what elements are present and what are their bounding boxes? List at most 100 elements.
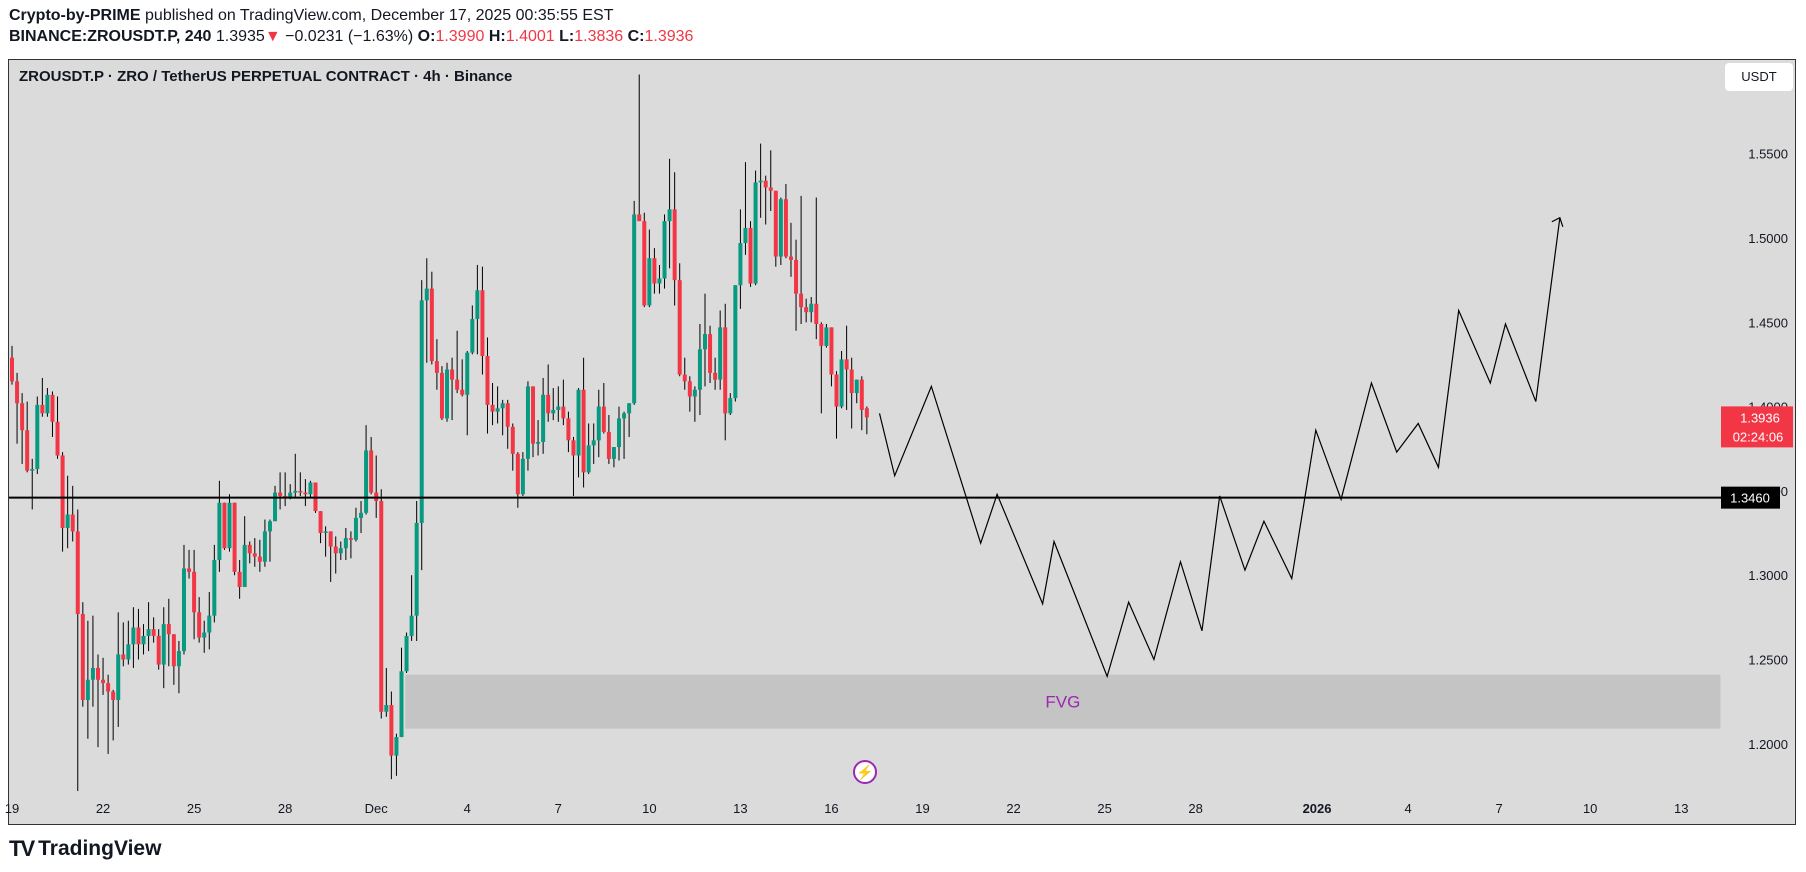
candle-up — [576, 389, 581, 456]
date-tick: Dec — [365, 801, 389, 816]
candle-down — [192, 571, 197, 613]
price-tick: 1.3000 — [1748, 568, 1788, 583]
candle-down — [25, 430, 30, 471]
candle-down — [864, 408, 869, 418]
candle-down — [232, 502, 237, 572]
candle-down — [515, 453, 520, 495]
candle-down — [166, 624, 171, 635]
candle-down — [682, 374, 687, 382]
low-value: 1.3836 — [574, 28, 624, 45]
candle-down — [298, 490, 303, 493]
candle-down — [106, 683, 111, 692]
candle-up — [90, 667, 95, 680]
date-tick: 2026 — [1303, 801, 1332, 816]
close-label: C: — [627, 28, 645, 45]
candle-up — [718, 327, 723, 380]
date-tick: 7 — [555, 801, 562, 816]
price-tick: 1.2500 — [1748, 653, 1788, 668]
close-value: 1.3936 — [644, 28, 694, 45]
candle-down — [75, 531, 80, 614]
candle-down — [151, 629, 156, 636]
tradingview-logo[interactable]: TV TradingView — [9, 836, 161, 862]
candle-up — [384, 705, 389, 712]
candle-down — [571, 440, 576, 456]
candle-down — [40, 404, 45, 414]
date-tick: 4 — [1404, 801, 1411, 816]
candle-up — [202, 632, 207, 638]
fvg-zone: FVG — [405, 674, 1721, 729]
candle-down — [450, 369, 455, 380]
open-label: O: — [417, 28, 436, 45]
candle-down — [369, 450, 374, 493]
lightning-icon[interactable]: ⚡ — [853, 760, 877, 784]
candle-up — [657, 278, 662, 284]
last-price: 1.3935 — [215, 28, 265, 45]
line-price-badge — [1721, 486, 1780, 509]
candle-up — [728, 398, 733, 414]
time-axis[interactable]: 19 22 25 28 Dec 4 7 10 13 16 19 22 25 28 2026 4 7 10 13 — [5, 801, 1689, 816]
candle-down — [829, 327, 834, 375]
candle-down — [642, 221, 647, 306]
candle-down — [637, 214, 642, 222]
candle-up — [65, 514, 70, 528]
price-labels: 1.3936 02:24:06 1.3460 — [1721, 406, 1793, 509]
candle-down — [171, 634, 176, 667]
candle-down — [834, 374, 839, 407]
candle-down — [804, 307, 809, 313]
candle-down — [10, 357, 14, 382]
candle-down — [50, 394, 55, 422]
candle-up — [445, 369, 450, 419]
candle-up — [85, 679, 90, 700]
candle-up — [520, 458, 525, 495]
candle-down — [348, 538, 353, 540]
candle-up — [364, 450, 369, 513]
projection-path[interactable] — [878, 216, 1564, 679]
candle-down — [819, 323, 824, 346]
candle-down — [247, 544, 252, 554]
candle-up — [227, 502, 232, 549]
candle-down — [318, 511, 323, 534]
candle-up — [611, 447, 616, 459]
candle-up — [359, 512, 364, 518]
candle-up — [35, 404, 40, 469]
candle-down — [20, 403, 25, 431]
candle-down — [561, 406, 566, 419]
candle-down — [121, 654, 126, 660]
candle-up — [414, 522, 419, 616]
date-tick: 22 — [96, 801, 110, 816]
candle-down — [333, 546, 338, 554]
candle-down — [713, 372, 718, 380]
candle-up — [627, 403, 632, 414]
candle-up — [338, 548, 343, 554]
candle-down — [672, 209, 677, 281]
last-price-value: 1.3936 — [1740, 410, 1780, 425]
symbol: BINANCE:ZROUSDT.P, 240 — [9, 28, 212, 45]
candle-up — [323, 531, 328, 534]
currency-unit-button[interactable]: USDT — [1725, 63, 1793, 91]
price-tick: 1.5000 — [1748, 231, 1788, 246]
candle-down — [429, 288, 434, 362]
author-name[interactable]: Crypto-by-PRIME — [9, 7, 141, 24]
candle-down — [768, 187, 773, 191]
candle-up — [824, 327, 829, 346]
candle-up — [30, 468, 35, 471]
candle-down — [252, 553, 257, 557]
candle-up — [551, 409, 556, 414]
candle-up — [141, 635, 146, 645]
chart-title: ZROUSDT.P · ZRO / TetherUS PERPETUAL CON… — [19, 68, 513, 85]
candle-up — [475, 290, 480, 319]
candle-down — [687, 381, 692, 397]
price-tick: 1.5500 — [1748, 147, 1788, 162]
candle-down — [197, 612, 202, 638]
price-axis[interactable]: 1.55001.50001.45001.40001.35001.30001.25… — [1748, 147, 1788, 752]
candle-up — [586, 445, 591, 473]
fvg-rect — [405, 674, 1721, 729]
candle-down — [80, 613, 85, 700]
candle-up — [126, 644, 131, 660]
high-label: H: — [488, 28, 506, 45]
candle-up — [647, 258, 652, 306]
candle-up — [267, 521, 272, 532]
candle-down — [581, 389, 586, 473]
candle-up — [541, 394, 546, 443]
